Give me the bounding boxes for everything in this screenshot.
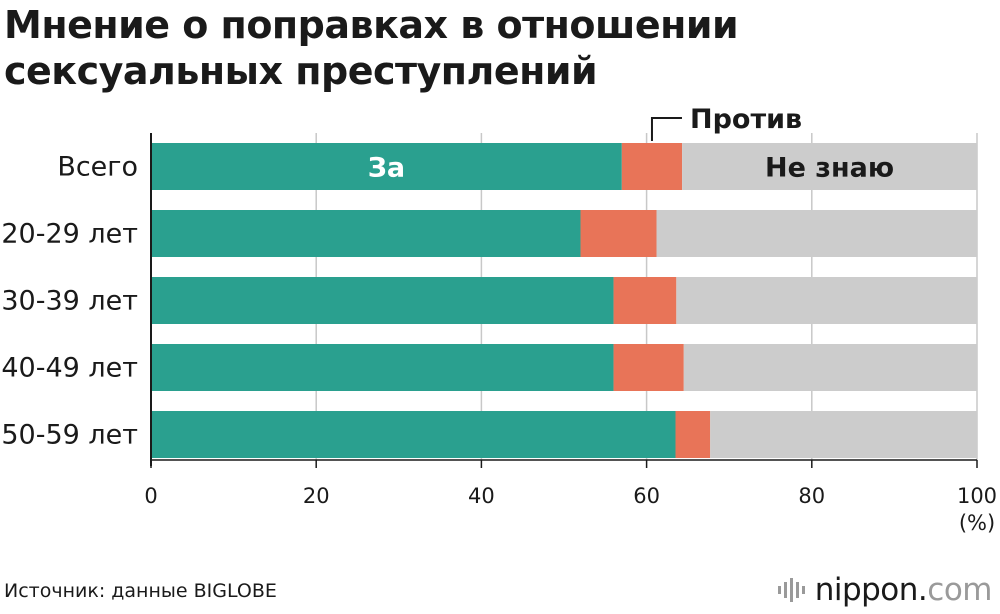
bar-segment bbox=[151, 277, 614, 324]
logo-name: nippon bbox=[814, 572, 919, 608]
bar-segment bbox=[151, 210, 581, 257]
logo-tld: com bbox=[927, 572, 992, 608]
bar-segment bbox=[676, 277, 977, 324]
category-label: Всего bbox=[57, 152, 138, 183]
x-tick-label: 0 bbox=[144, 484, 157, 508]
category-label: 50-59 лет bbox=[1, 420, 138, 451]
bar-segment bbox=[683, 344, 977, 391]
x-tick-label: 40 bbox=[468, 484, 495, 508]
bar-segment bbox=[710, 411, 977, 458]
series-label-against: Против bbox=[690, 104, 802, 135]
x-tick-label: 20 bbox=[303, 484, 330, 508]
bar-segment bbox=[656, 210, 977, 257]
x-tick-label: 80 bbox=[798, 484, 825, 508]
x-tick-label: 60 bbox=[633, 484, 660, 508]
category-labels: Всего 20-29 лет 30-39 лет 40-49 лет 50-59 ле… bbox=[1, 152, 138, 451]
bar-segment bbox=[613, 277, 677, 324]
nippon-logo: nippon. com bbox=[777, 572, 992, 608]
bars bbox=[151, 143, 977, 458]
source-note: Источник: данные BIGLOBE bbox=[4, 580, 277, 602]
logo-dot: . bbox=[917, 572, 928, 608]
bar-segment bbox=[682, 143, 977, 190]
bar-segment bbox=[613, 344, 684, 391]
x-tick-label: 100 bbox=[957, 484, 997, 508]
category-label: 40-49 лет bbox=[1, 353, 138, 384]
chart-title: Мнение о поправках в отношении сексуальн… bbox=[4, 3, 739, 93]
series-label-for: За bbox=[368, 153, 405, 184]
category-label: 20-29 лет bbox=[1, 219, 138, 250]
series-label-unknown: Не знаю bbox=[765, 153, 894, 184]
bar-segment bbox=[151, 411, 676, 458]
x-axis: 0 20 40 60 80 100 (%) bbox=[144, 133, 997, 535]
bar-segment bbox=[151, 143, 622, 190]
bar-segment bbox=[151, 344, 614, 391]
category-label: 30-39 лет bbox=[1, 286, 138, 317]
bar-segment bbox=[675, 411, 711, 458]
bar-segment bbox=[580, 210, 657, 257]
series-labels: За Не знаю Против bbox=[368, 104, 894, 184]
bar-segment bbox=[621, 143, 683, 190]
x-axis-unit: (%) bbox=[959, 511, 995, 535]
logo-mark-icon bbox=[777, 578, 805, 602]
against-callout-line bbox=[650, 117, 682, 141]
